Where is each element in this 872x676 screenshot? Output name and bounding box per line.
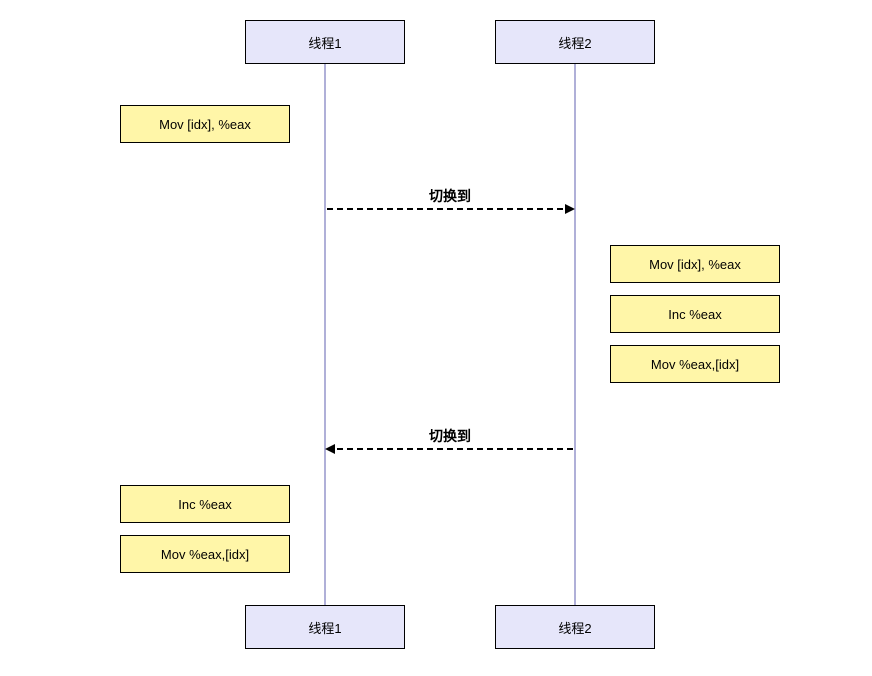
note-n6: Mov %eax,[idx] xyxy=(120,535,290,573)
participant-top-p2: 线程2 xyxy=(495,20,655,64)
message-label-m2: 切换到 xyxy=(325,426,575,446)
note-n1: Mov [idx], %eax xyxy=(120,105,290,143)
note-n3: Inc %eax xyxy=(610,295,780,333)
note-n2: Mov [idx], %eax xyxy=(610,245,780,283)
participant-top-p1: 线程1 xyxy=(245,20,405,64)
note-n5: Inc %eax xyxy=(120,485,290,523)
participant-bottom-p2: 线程2 xyxy=(495,605,655,649)
note-n4: Mov %eax,[idx] xyxy=(610,345,780,383)
message-label-m1: 切换到 xyxy=(325,186,575,206)
lifeline-p1 xyxy=(324,64,326,605)
message-arrow-m2 xyxy=(327,448,573,450)
lifeline-p2 xyxy=(574,64,576,605)
participant-bottom-p1: 线程1 xyxy=(245,605,405,649)
message-arrow-m1 xyxy=(327,208,573,210)
